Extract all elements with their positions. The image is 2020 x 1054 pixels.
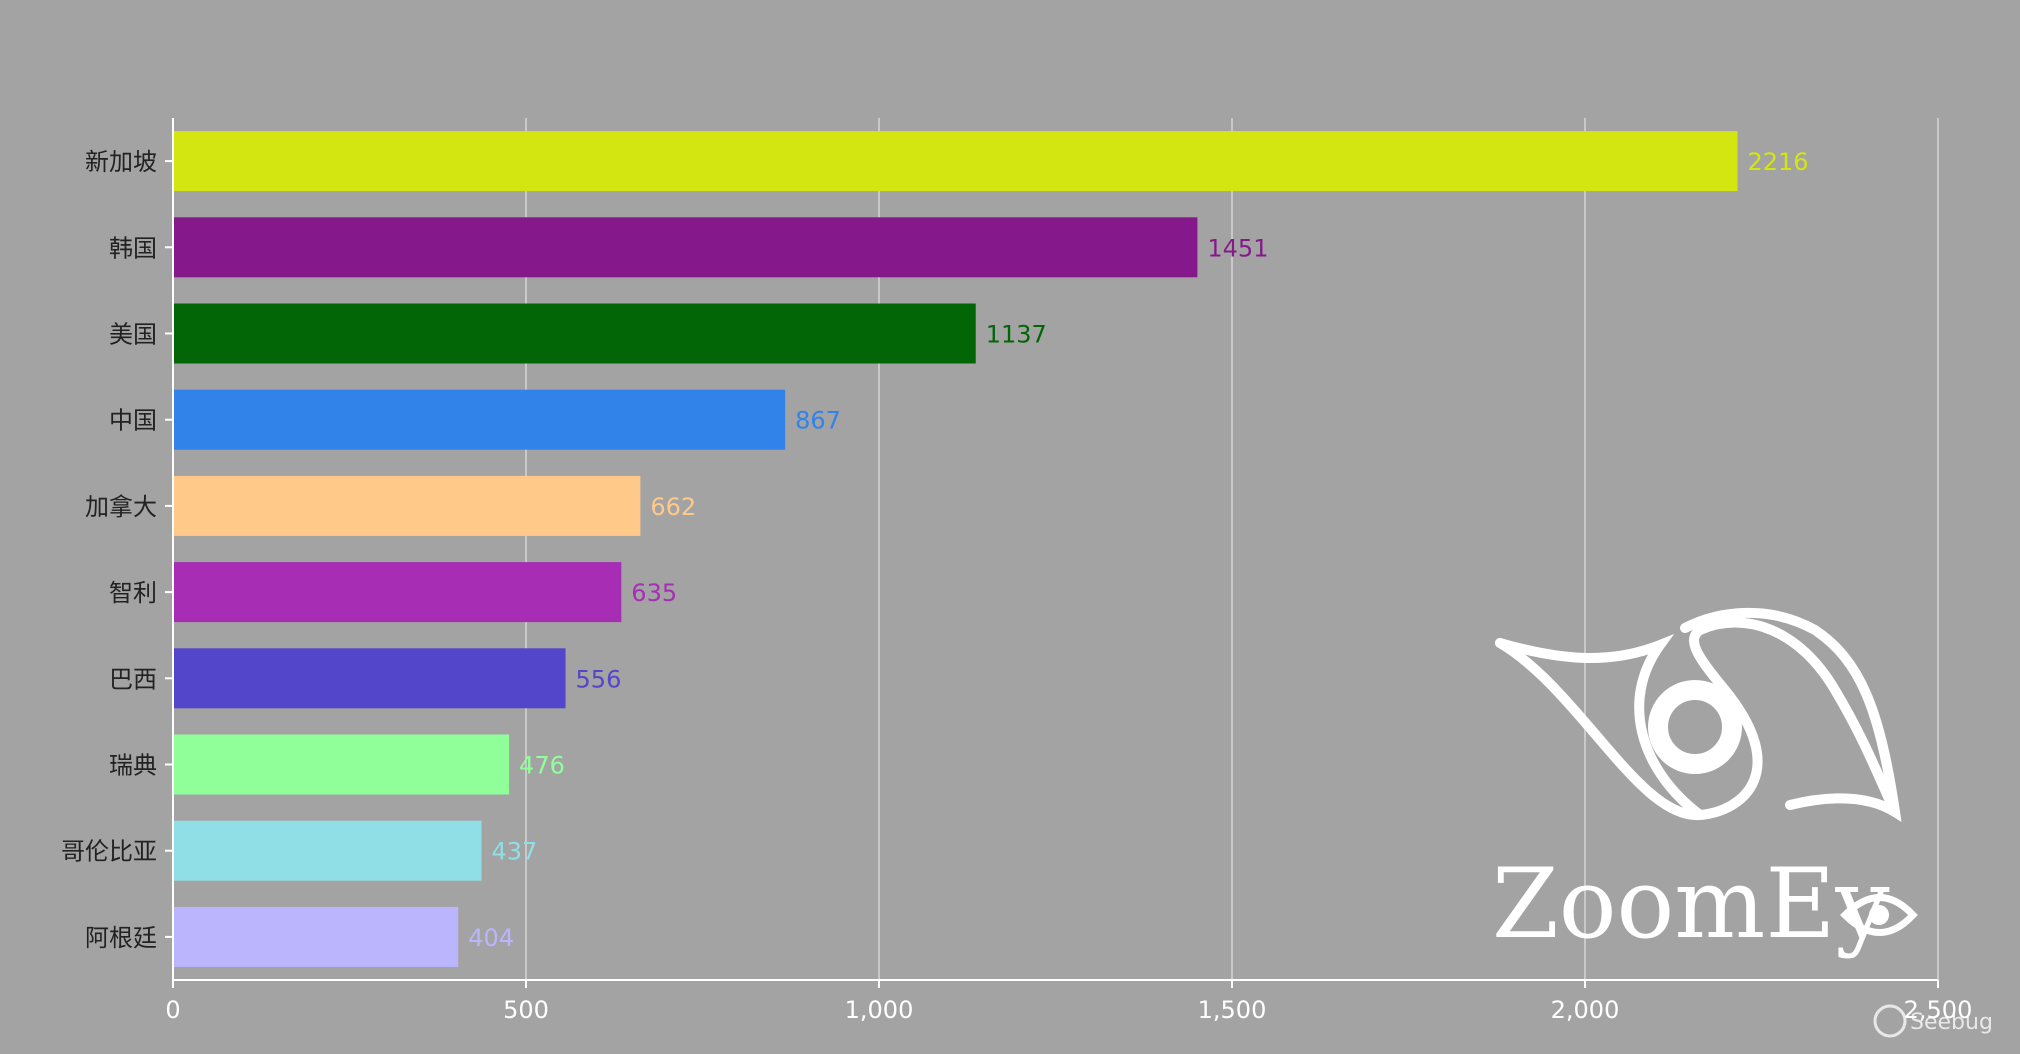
- value-label: 635: [631, 579, 677, 607]
- axes: 0 500 1,000 1,500 2,000 2,500 新加坡韩国美国中国加拿大智利巴西…: [61, 118, 1972, 1024]
- value-label: 1137: [986, 321, 1047, 349]
- bar: [174, 562, 622, 623]
- seebug-wordmark: Seebug: [1910, 1010, 1993, 1035]
- category-label: 巴西: [109, 665, 157, 693]
- value-label: 556: [576, 665, 622, 693]
- x-tick-label: 0: [165, 996, 180, 1024]
- value-label: 404: [468, 924, 514, 952]
- category-label: 瑞典: [109, 752, 157, 780]
- bar: [174, 303, 976, 364]
- bar: [174, 131, 1738, 192]
- seebug-icon: [1873, 1004, 1907, 1038]
- value-label: 1451: [1207, 234, 1268, 262]
- x-tick-label: 1,500: [1198, 996, 1267, 1024]
- zoomeye-logo: ZoomEy: [1492, 607, 1918, 960]
- seebug-logo: Seebug: [1873, 1004, 1993, 1038]
- category-label: 加拿大: [85, 493, 157, 521]
- eye-icon: [1495, 607, 1902, 822]
- x-tick-label: 500: [503, 996, 549, 1024]
- category-label: 哥伦比亚: [61, 838, 157, 866]
- zoomeye-wordmark: ZoomEy: [1492, 848, 1890, 960]
- category-label: 韩国: [109, 234, 157, 262]
- bar: [174, 820, 482, 881]
- bars: 2216 1451 1137 867 662 635 556 476 437 404: [174, 131, 1809, 967]
- x-tick-label: 2,000: [1551, 996, 1620, 1024]
- value-label: 867: [795, 407, 841, 435]
- value-label: 2216: [1747, 148, 1808, 176]
- bar: [174, 648, 566, 709]
- small-eye-icon: [1840, 894, 1918, 936]
- x-tick-label: 2,500: [1904, 996, 1973, 1024]
- category-label: 智利: [109, 579, 157, 607]
- category-label: 美国: [109, 321, 157, 349]
- bar: [174, 734, 510, 795]
- category-label: 新加坡: [85, 148, 157, 176]
- x-tick-label: 1,000: [845, 996, 914, 1024]
- value-label: 662: [650, 493, 696, 521]
- bar: [174, 906, 459, 967]
- value-label: 437: [492, 838, 538, 866]
- category-label: 中国: [109, 407, 157, 435]
- category-label: 阿根廷: [85, 924, 157, 952]
- value-label: 476: [519, 752, 565, 780]
- bar: [174, 217, 1198, 278]
- bar: [174, 389, 786, 450]
- bar: [174, 475, 641, 536]
